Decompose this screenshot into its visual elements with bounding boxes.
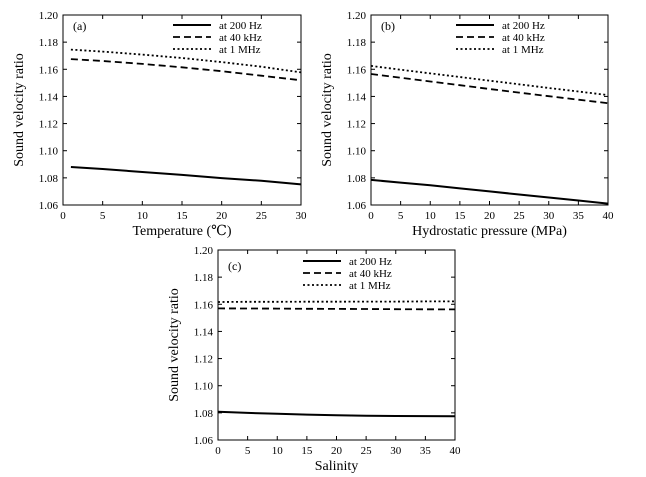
x-tick-label: 25	[514, 210, 526, 222]
y-tick-label: 1.10	[194, 381, 214, 393]
x-tick-label: 10	[272, 445, 284, 457]
y-tick-label: 1.08	[347, 173, 367, 185]
panel-label: (c)	[228, 259, 241, 273]
series-line-dashed	[217, 307, 456, 311]
x-tick-label: 5	[100, 210, 106, 222]
y-tick-label: 1.18	[194, 272, 214, 284]
legend-label: at 1 MHz	[502, 44, 544, 56]
y-tick-label: 1.06	[194, 435, 214, 447]
x-tick-label: 15	[454, 210, 466, 222]
series-line-dotted	[217, 300, 455, 303]
legend-label: at 40 kHz	[219, 32, 262, 44]
panel-b: 0 5 10 15 20 25 30 35 40 1.06 1.08 1.10 1.12 1.14 1.16…	[320, 10, 614, 239]
y-tick-label: 1.16	[39, 64, 59, 76]
y-tick-label: 1.10	[39, 146, 59, 158]
legend-label: at 40 kHz	[502, 32, 545, 44]
plot-frame	[370, 14, 609, 206]
x-tick-label: 5	[398, 210, 404, 222]
y-tick-label: 1.12	[194, 354, 213, 366]
series-line-dashed	[370, 73, 609, 105]
y-tick-label: 1.08	[39, 173, 59, 185]
y-tick-label: 1.12	[39, 119, 58, 131]
x-tick-label: 30	[296, 210, 308, 222]
series-line-solid	[217, 410, 456, 418]
x-axis-title: Salinity	[315, 459, 359, 474]
x-tick-label: 10	[425, 210, 437, 222]
y-axis-title: Sound velocity ratio	[167, 288, 182, 402]
panel-label: (b)	[381, 19, 395, 33]
panel-c: 0 5 10 15 20 25 30 35 40 1.06 1.08 1.10 1.12 1.14 1.16…	[167, 245, 461, 474]
series-line-solid	[70, 166, 302, 186]
y-tick-label: 1.06	[347, 200, 367, 212]
y-tick-label: 1.18	[39, 37, 59, 49]
x-tick-label: 0	[368, 210, 374, 222]
series-line-dotted	[70, 48, 302, 74]
x-axis-title: Temperature (℃)	[132, 224, 231, 239]
y-tick-label: 1.20	[39, 10, 59, 22]
legend-label: at 40 kHz	[349, 268, 392, 280]
x-tick-label: 10	[137, 210, 149, 222]
x-tick-label: 5	[245, 445, 251, 457]
y-tick-label: 1.10	[347, 146, 367, 158]
y-tick-label: 1.16	[194, 299, 214, 311]
x-tick-label: 40	[603, 210, 615, 222]
y-tick-label: 1.20	[347, 10, 367, 22]
y-axis-title: Sound velocity ratio	[320, 53, 335, 167]
legend-label: at 1 MHz	[349, 280, 391, 292]
x-tick-label: 0	[215, 445, 221, 457]
y-tick-label: 1.08	[194, 408, 214, 420]
x-tick-label: 35	[573, 210, 585, 222]
plot-frame	[217, 249, 456, 441]
y-tick-label: 1.18	[347, 37, 367, 49]
y-tick-label: 1.20	[194, 245, 214, 257]
x-tick-label: 0	[60, 210, 66, 222]
x-tick-label: 20	[484, 210, 496, 222]
y-tick-label: 1.06	[39, 200, 59, 212]
x-tick-label: 20	[331, 445, 343, 457]
series-line-dotted	[370, 65, 609, 96]
x-tick-label: 25	[256, 210, 268, 222]
y-tick-label: 1.14	[347, 91, 367, 103]
x-tick-label: 15	[177, 210, 189, 222]
plot-frame	[62, 14, 302, 206]
legend-label: at 1 MHz	[219, 44, 261, 56]
series-line-solid	[370, 178, 609, 205]
x-tick-label: 25	[361, 445, 373, 457]
x-tick-label: 20	[216, 210, 228, 222]
legend-label: at 200 Hz	[219, 20, 262, 32]
x-tick-label: 30	[543, 210, 555, 222]
legend-label: at 200 Hz	[349, 256, 392, 268]
panel-label: (a)	[73, 19, 86, 33]
x-axis-title: Hydrostatic pressure (MPa)	[412, 224, 567, 239]
y-tick-label: 1.14	[194, 326, 214, 338]
y-tick-label: 1.14	[39, 91, 59, 103]
series-line-dashed	[70, 58, 302, 82]
legend-label: at 200 Hz	[502, 20, 545, 32]
x-tick-label: 35	[420, 445, 432, 457]
x-tick-label: 15	[301, 445, 313, 457]
y-tick-label: 1.12	[347, 119, 366, 131]
y-axis-title: Sound velocity ratio	[12, 53, 27, 167]
y-tick-label: 1.16	[347, 64, 367, 76]
panel-a: 0 5 10 15 20 25 30 1.06 1.08 1.10 1.12 1.14 1.16 1.18…	[12, 10, 307, 239]
x-tick-label: 30	[390, 445, 402, 457]
x-tick-label: 40	[450, 445, 462, 457]
